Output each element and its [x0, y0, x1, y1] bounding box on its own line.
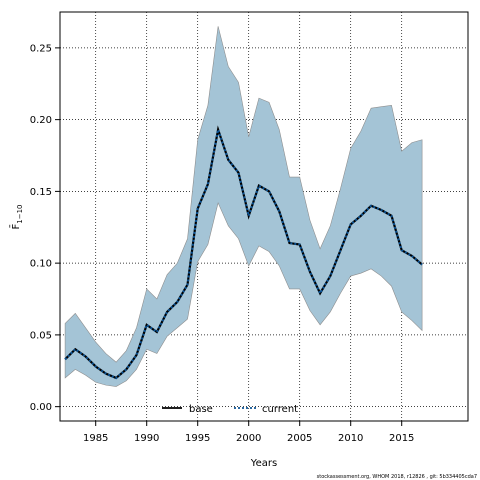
y-axis: 0.00 0.05 0.10 0.15 0.20 0.25: [30, 43, 60, 413]
y-axis-title: F̄1−10: [9, 205, 24, 230]
x-tick-label: 2005: [287, 433, 312, 444]
series-layer: [64, 125, 423, 380]
x-tick-label: 2015: [389, 433, 414, 444]
svg-text:F̄1−10: F̄1−10: [9, 205, 24, 230]
y-tick-label: 0.20: [30, 115, 52, 126]
credit-text: stockassessment.org, WHOM 2018, r12826 ,…: [317, 474, 477, 480]
x-tick-label: 1990: [134, 433, 159, 444]
y-axis-title-main: F̄: [9, 224, 22, 230]
legend-label-base: base: [189, 404, 213, 415]
x-tick-label: 2010: [338, 433, 363, 444]
y-axis-title-sub: 1−10: [16, 205, 24, 224]
x-axis-title: Years: [250, 458, 277, 469]
series-line-current: [64, 125, 423, 380]
plot-frame: [59, 11, 469, 422]
y-tick-label: 0.15: [30, 187, 52, 198]
x-axis: 1985 1990 1995 2000 2005 2010 2015: [83, 421, 414, 444]
y-tick-label: 0.05: [30, 330, 52, 341]
y-tick-label: 0.25: [30, 43, 52, 54]
legend-label-current: current: [262, 404, 298, 415]
y-tick-label: 0.00: [30, 402, 52, 413]
x-tick-label: 1995: [185, 433, 210, 444]
x-tick-label: 1985: [83, 433, 108, 444]
confidence-band: [64, 26, 423, 387]
x-tick-label: 2000: [236, 433, 261, 444]
legend: base current: [162, 404, 298, 415]
y-tick-label: 0.10: [30, 259, 52, 270]
